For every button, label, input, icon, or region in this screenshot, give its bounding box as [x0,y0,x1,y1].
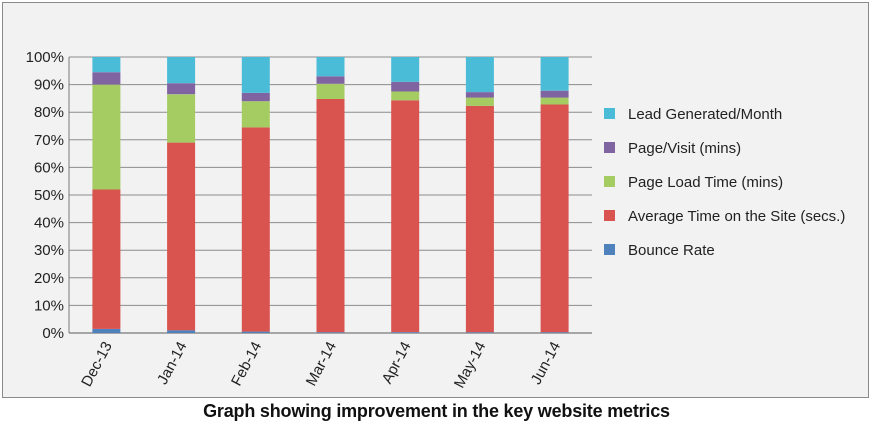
y-tick-label: 20% [34,270,64,287]
legend-label: Average Time on the Site (secs.) [628,208,845,225]
x-tick-label: Mar-14 [303,339,340,389]
legend-label: Page Load Time (mins) [628,174,783,191]
bar-segment [316,57,345,77]
bar-segment [92,72,121,85]
y-tick-label: 100% [26,49,64,66]
bar-segment [540,332,569,333]
bar-segment [316,76,345,84]
x-tick-label: Feb-14 [228,339,265,389]
y-tick-label: 90% [34,77,64,94]
bar-segment [241,92,270,102]
legend-label: Bounce Rate [628,242,715,259]
legend-swatch [604,142,615,153]
y-tick-label: 80% [34,104,64,121]
bar-segment [391,100,420,333]
bar-segment [241,57,270,93]
bar-segment [241,127,270,332]
y-tick-label: 10% [34,297,64,314]
x-tick-label: Jan-14 [154,339,191,387]
chart-frame: 0% 10% 20% 30% 40% 50% 60% 70% 80% 90% 100% Dec-13 J… [2,2,869,398]
legend-swatch [604,176,615,187]
bar-segment [92,57,121,73]
legend-label: Lead Generated/Month [628,106,782,123]
legend-label: Page/Visit (mins) [628,140,741,157]
bar-segment [465,57,494,93]
bar-segment [391,81,420,92]
bar-segment [465,92,494,98]
bar-segment [167,94,196,143]
bar-segment [316,83,345,99]
bar-segment [391,57,420,82]
bar-segment [167,142,196,331]
x-tick-label: May-14 [451,339,489,391]
legend-swatch [604,108,615,119]
bar-segment [391,91,420,101]
y-tick-label: 0% [42,325,64,342]
bar-segment [465,332,494,333]
bar-segment [465,97,494,106]
bar-segment [540,104,569,333]
bar-segment [316,99,345,333]
y-tick-label: 40% [34,215,64,232]
x-tick-label: Dec-13 [78,339,116,390]
bar-segment [540,57,569,91]
bar-segment [241,101,270,128]
bar-segment [92,84,121,190]
bar-segment [167,83,196,95]
chart-caption: Graph showing improvement in the key web… [203,401,670,421]
y-tick-label: 70% [34,132,64,149]
y-tick-label: 60% [34,159,64,176]
bar-segment [465,105,494,333]
bar-segment [167,57,196,84]
bar-segment [167,330,196,333]
y-tick-label: 30% [34,242,64,259]
bar-segment [316,332,345,333]
stacked-bar-chart: 0% 10% 20% 30% 40% 50% 60% 70% 80% 90% 100% Dec-13 J… [26,49,846,391]
bar-segment [540,90,569,98]
x-tick-label: Apr-14 [379,339,415,387]
bar-segment [92,328,121,333]
legend-swatch [604,210,615,221]
bar-segment [540,97,569,105]
bar-segment [391,332,420,333]
x-tick-label: Jun-14 [528,339,565,387]
bar-segment [92,189,121,329]
legend-swatch [604,244,615,255]
bar-segment [241,331,270,333]
y-tick-label: 50% [34,187,64,204]
